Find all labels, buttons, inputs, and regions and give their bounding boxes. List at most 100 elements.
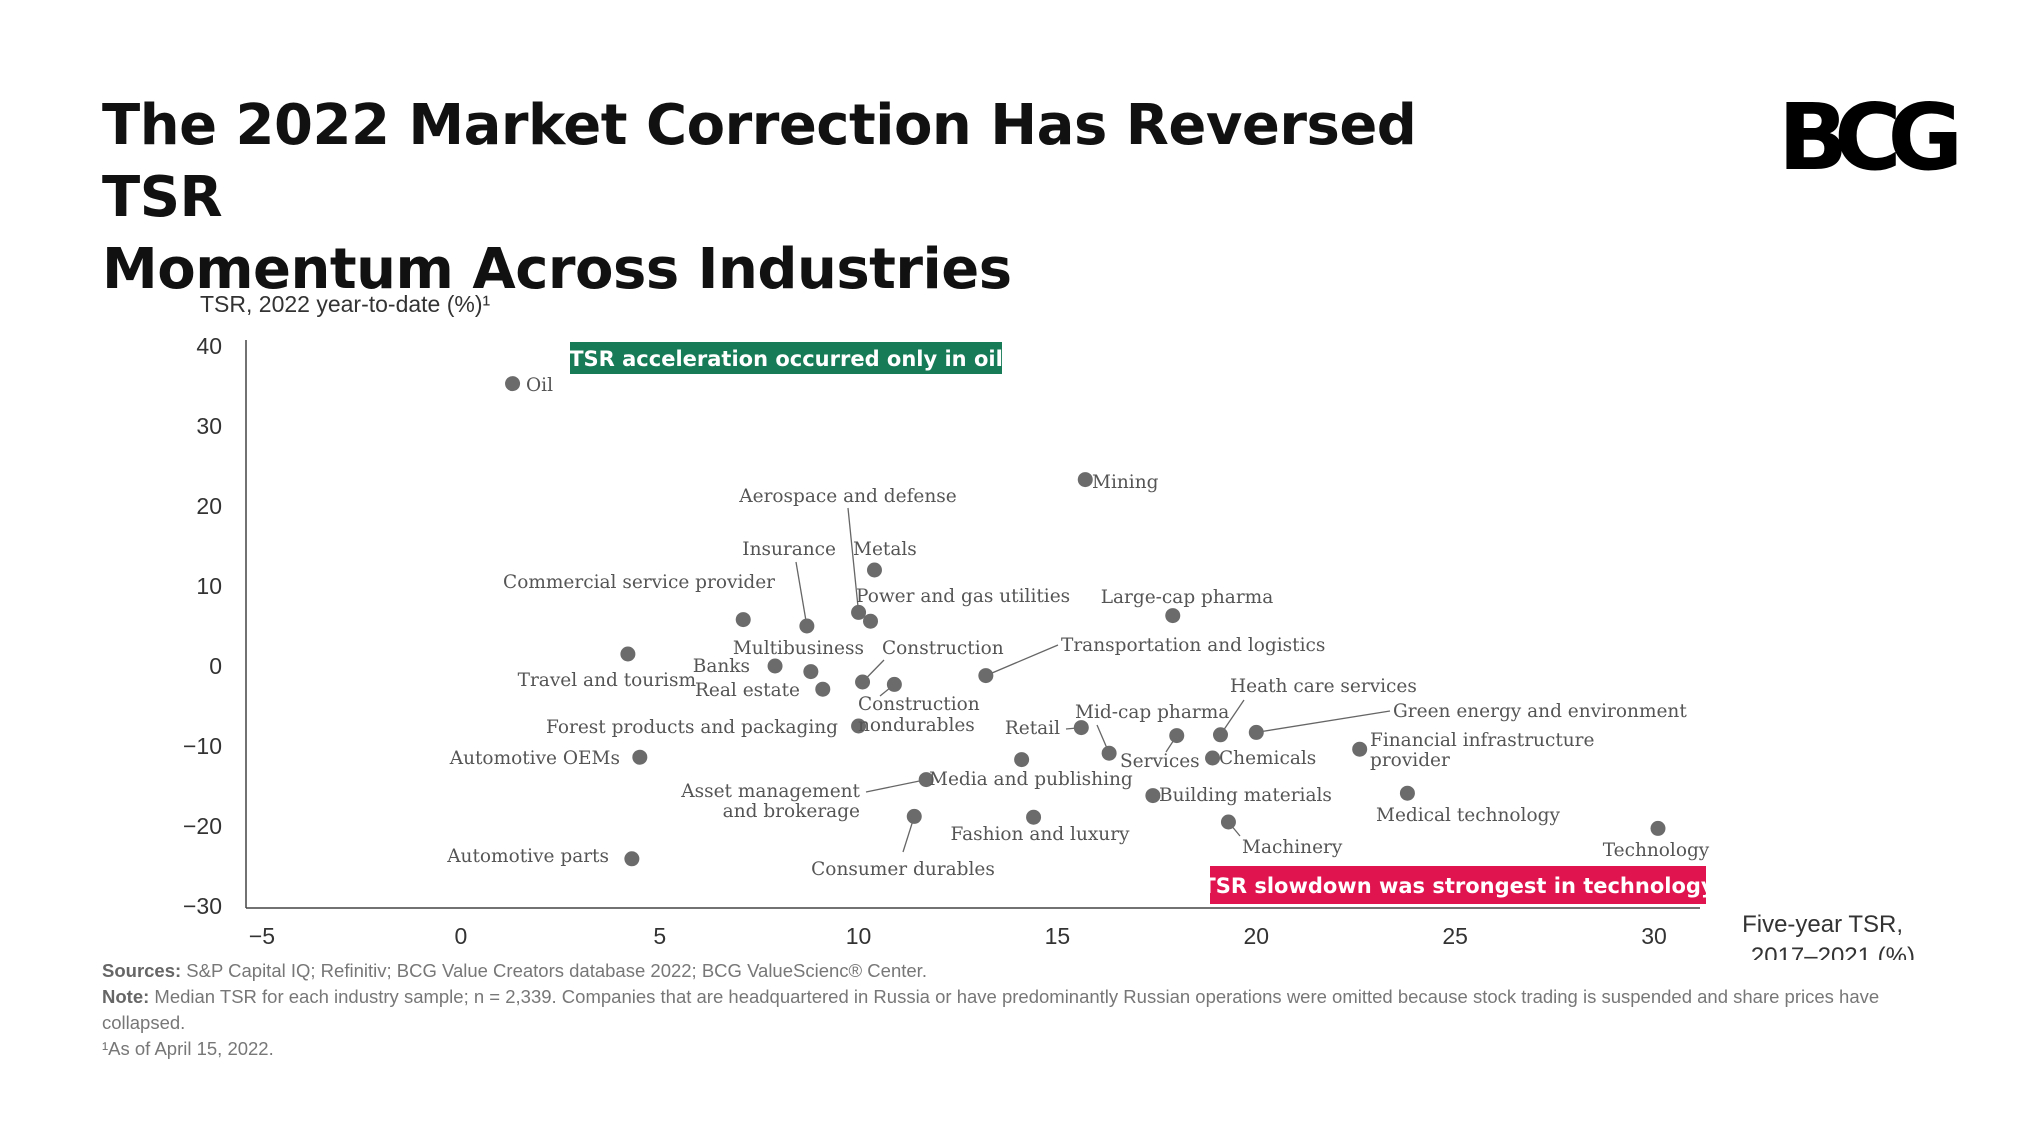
data-point — [1026, 809, 1042, 825]
footnote: ¹As of April 15, 2022. — [102, 1038, 274, 1059]
point-label: Automotive OEMs — [449, 748, 620, 769]
leader-line — [847, 507, 860, 613]
x-axis-title: 2017–2021 (%) — [1751, 943, 1915, 960]
y-tick-label: 10 — [196, 573, 222, 599]
point-label: Chemicals — [1219, 748, 1316, 769]
point-label: Technology — [1603, 840, 1710, 861]
y-tick-label: 40 — [196, 333, 222, 359]
data-point — [1165, 608, 1181, 624]
data-point — [1205, 750, 1221, 766]
data-point — [632, 749, 648, 765]
callout-text: TSR acceleration occurred only in oil — [569, 347, 1003, 371]
data-point — [1145, 788, 1161, 804]
point-label: nondurables — [858, 715, 975, 736]
x-axis-title: Five-year TSR, — [1742, 911, 1903, 938]
x-tick-label: 30 — [1641, 923, 1667, 949]
data-point — [1352, 741, 1368, 757]
data-point — [1399, 785, 1415, 801]
y-tick-label: −30 — [183, 893, 222, 919]
point-label: Heath care services — [1230, 676, 1417, 697]
callout-box — [570, 342, 1002, 374]
point-label: provider — [1370, 750, 1450, 771]
point-label: Financial infrastructure — [1370, 730, 1595, 751]
point-label: Green energy and environment — [1393, 701, 1687, 722]
point-label: Media and publishing — [929, 769, 1133, 790]
data-point — [1220, 814, 1236, 830]
point-label: Mid-cap pharma — [1075, 702, 1229, 723]
data-point — [624, 851, 640, 867]
data-point — [1650, 820, 1666, 836]
point-label: Power and gas utilities — [856, 586, 1070, 607]
data-point — [799, 618, 815, 634]
callout-box — [1210, 866, 1706, 904]
data-point — [918, 772, 934, 788]
data-point — [767, 658, 783, 674]
point-label: Building materials — [1159, 785, 1332, 806]
data-point — [1169, 728, 1185, 744]
x-tick-label: 25 — [1442, 923, 1468, 949]
data-point — [1077, 472, 1093, 488]
point-label: Banks — [693, 656, 750, 677]
x-tick-label: 10 — [846, 923, 872, 949]
x-tick-label: −5 — [249, 923, 275, 949]
leader-line — [985, 644, 1059, 677]
point-label: Automotive parts — [446, 846, 609, 867]
data-point — [886, 676, 902, 692]
point-label: and brokerage — [723, 801, 860, 822]
x-tick-label: 5 — [653, 923, 666, 949]
leader-line — [1256, 710, 1391, 734]
point-label: Oil — [526, 375, 553, 396]
point-label: Services — [1120, 751, 1200, 772]
data-point — [815, 681, 831, 697]
data-point — [851, 604, 867, 620]
y-tick-label: 0 — [209, 653, 222, 679]
y-axis-title: TSR, 2022 year-to-date (%)¹ — [200, 291, 491, 317]
point-label: Asset management — [680, 781, 860, 802]
x-tick-label: 15 — [1045, 923, 1071, 949]
data-point — [1073, 720, 1089, 736]
leader-line — [795, 561, 808, 627]
data-point — [866, 562, 882, 578]
callout-text: TSR slowdown was strongest in technology — [1201, 874, 1715, 898]
y-tick-label: 20 — [196, 493, 222, 519]
point-label: Consumer durables — [811, 859, 995, 880]
title-line-2: Momentum Across Industries — [102, 237, 1012, 302]
data-point — [1248, 724, 1264, 740]
y-tick-label: −10 — [183, 733, 222, 759]
point-labels: Oil Mining Aerospace and defense Insurance M… — [446, 375, 1710, 880]
point-label: Construction — [858, 694, 980, 715]
point-label: Travel and tourism — [518, 670, 697, 691]
sources-block: Sources: S&P Capital IQ; Refinitiv; BCG … — [102, 958, 1902, 1062]
point-label: Insurance — [742, 539, 836, 560]
data-point — [978, 668, 994, 684]
data-point — [735, 612, 751, 628]
title-line-1: The 2022 Market Correction Has Reversed … — [102, 93, 1417, 230]
data-point — [855, 674, 871, 690]
point-label: Multibusiness — [733, 638, 864, 659]
bcg-logo: BCG — [1778, 84, 1963, 191]
y-tick-label: −20 — [183, 813, 222, 839]
data-point — [1101, 745, 1117, 761]
point-label: Aerospace and defense — [738, 486, 957, 507]
point-label: Machinery — [1242, 837, 1343, 858]
point-label: Medical technology — [1376, 805, 1560, 826]
data-point — [1014, 752, 1030, 768]
callouts: TSR acceleration occurred only in oil TSR… — [569, 342, 1715, 904]
point-label: Forest products and packaging — [546, 717, 838, 738]
point-label: Transportation and logistics — [1061, 635, 1325, 656]
scatter-chart: 40 30 20 10 0 −10 −20 −30 −5 0 5 10 15 20 25 30 TSR, 202… — [183, 291, 1915, 960]
data-point — [803, 664, 819, 680]
leader-line — [865, 778, 927, 793]
y-tick-label: 30 — [196, 413, 222, 439]
point-label: Fashion and luxury — [950, 824, 1130, 845]
point-label: Mining — [1092, 472, 1159, 493]
note-line: Note: Median TSR for each industry sampl… — [102, 986, 1880, 1033]
data-point — [906, 808, 922, 824]
page-title: The 2022 Market Correction Has Reversed … — [102, 90, 1542, 306]
point-label: Construction — [882, 638, 1004, 659]
point-label: Large-cap pharma — [1101, 587, 1274, 608]
point-label: Retail — [1005, 718, 1060, 739]
point-label: Real estate — [695, 680, 800, 701]
x-tick-label: 20 — [1243, 923, 1269, 949]
data-point — [1212, 727, 1228, 743]
